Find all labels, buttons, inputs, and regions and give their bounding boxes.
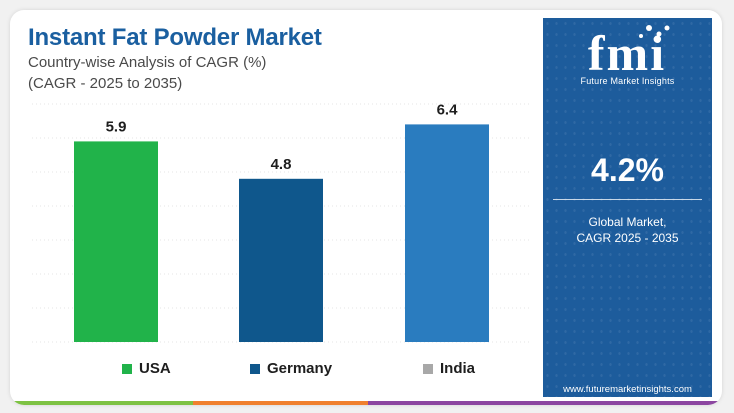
global-cagr-label-line1: Global Market, [588, 215, 667, 229]
data-label-india: 6.4 [437, 101, 459, 118]
chart-period: (CAGR - 2025 to 2035) [28, 75, 183, 92]
bar-germany [239, 178, 323, 342]
legend-item-usa: USA [122, 360, 171, 377]
website-url: www.futuremarketinsights.com [563, 384, 692, 395]
global-cagr-label-line2: CAGR 2025 - 2035 [576, 231, 679, 245]
dot-pattern [543, 18, 712, 397]
bar-usa [74, 141, 158, 342]
data-label-usa: 5.9 [106, 118, 127, 135]
legend-label-india: India [440, 360, 476, 377]
panel-divider [553, 199, 702, 200]
summary-panel: fmi Future Market Insights 4.2% Global M… [543, 18, 712, 397]
strip-segment-green [10, 401, 193, 405]
bottom-color-strip [10, 401, 722, 405]
legend-swatch-india [423, 363, 433, 374]
svg-text:fmi: fmi [588, 25, 666, 76]
strip-segment-orange [193, 401, 368, 405]
chart-title: Instant Fat Powder Market [28, 24, 322, 51]
legend-item-germany: Germany [250, 360, 332, 377]
logo-caption: Future Market Insights [580, 76, 675, 86]
fmi-logo-icon: fmi [588, 25, 670, 81]
legend-swatch-usa [122, 363, 132, 374]
legend-item-india: India [423, 360, 475, 377]
global-cagr-value: 4.2% [591, 152, 664, 188]
legend-swatch-germany [250, 363, 260, 374]
legend-label-germany: Germany [267, 360, 333, 377]
fmi-logo: fmi [543, 18, 712, 98]
bar-chart: 5.9 4.8 6.4 [32, 101, 530, 343]
chart-card: Instant Fat Powder Market Country-wise A… [10, 10, 722, 405]
data-label-germany: 4.8 [271, 156, 292, 173]
legend-label-usa: USA [139, 360, 171, 377]
strip-segment-purple [368, 401, 722, 405]
global-cagr-label: Global Market, CAGR 2025 - 2035 [543, 214, 712, 246]
chart-subtitle: Country-wise Analysis of CAGR (%) [28, 54, 267, 71]
bar-india [405, 124, 489, 343]
